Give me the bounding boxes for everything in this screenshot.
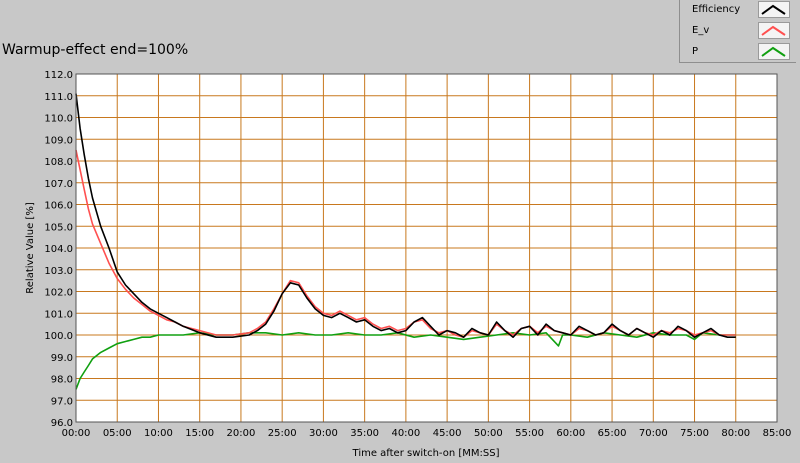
y-tick-label: 100.0 xyxy=(44,331,73,342)
y-tick-labels: 96.0 97.0 98.0 99.0 100.0 101.0 102.0 103.0 104.… xyxy=(44,70,73,429)
y-tick-label: 110.0 xyxy=(44,114,73,125)
x-tick-label: 15:00 xyxy=(185,428,214,439)
y-tick-label: 112.0 xyxy=(44,70,73,81)
y-tick-label: 99.0 xyxy=(51,353,73,364)
legend-swatch-p xyxy=(758,43,790,60)
y-tick-label: 104.0 xyxy=(44,244,73,255)
x-tick-label: 35:00 xyxy=(350,428,379,439)
y-tick-label: 106.0 xyxy=(44,201,73,212)
legend-swatch-ev xyxy=(758,22,790,39)
y-tick-label: 96.0 xyxy=(51,418,73,429)
y-tick-label: 98.0 xyxy=(51,375,73,386)
x-tick-label: 85:00 xyxy=(763,428,792,439)
legend-item-ev: E_v xyxy=(680,21,796,41)
legend-label-p: P xyxy=(692,46,699,57)
series-line-p xyxy=(75,331,736,390)
legend-swatch-efficiency xyxy=(758,1,790,18)
x-axis-title: Time after switch-on [MM:SS] xyxy=(352,448,500,459)
y-axis-title: Relative Value [%] xyxy=(25,202,36,294)
x-tick-label: 30:00 xyxy=(309,428,338,439)
x-tick-label: 55:00 xyxy=(515,428,544,439)
x-tick-label: 60:00 xyxy=(556,428,585,439)
chart-title: Warmup-effect end=100% xyxy=(2,42,189,58)
legend-item-p: P xyxy=(680,42,796,62)
legend-item-efficiency: Efficiency xyxy=(680,0,796,20)
series-group xyxy=(75,93,736,390)
x-tick-label: 05:00 xyxy=(103,428,132,439)
y-tick-label: 101.0 xyxy=(44,309,73,320)
x-tick-label: 40:00 xyxy=(391,428,420,439)
legend-label-efficiency: Efficiency xyxy=(692,4,741,15)
x-tick-label: 00:00 xyxy=(62,428,91,439)
y-tick-label: 103.0 xyxy=(44,266,73,277)
x-tick-label: 70:00 xyxy=(639,428,668,439)
y-tick-label: 108.0 xyxy=(44,157,73,168)
x-tick-label: 75:00 xyxy=(680,428,709,439)
legend-label-ev: E_v xyxy=(692,25,710,36)
x-tick-labels: 00:00 05:00 10:00 15:00 20:00 25:00 30:00 35:00… xyxy=(62,428,792,439)
x-tick-label: 25:00 xyxy=(268,428,297,439)
x-tick-label: 20:00 xyxy=(227,428,256,439)
y-tick-label: 109.0 xyxy=(44,135,73,146)
y-tick-label: 107.0 xyxy=(44,179,73,190)
x-tick-label: 65:00 xyxy=(598,428,627,439)
x-tick-label: 45:00 xyxy=(433,428,462,439)
legend: Efficiency E_v P xyxy=(679,0,796,63)
x-tick-label: 50:00 xyxy=(474,428,503,439)
grid-lines xyxy=(76,74,777,422)
series-line-efficiency xyxy=(75,93,736,339)
x-tick-label: 10:00 xyxy=(144,428,173,439)
plot-border xyxy=(75,73,778,423)
y-tick-label: 97.0 xyxy=(51,396,73,407)
y-tick-label: 102.0 xyxy=(44,288,73,299)
x-tick-label: 80:00 xyxy=(721,428,750,439)
y-tick-label: 105.0 xyxy=(44,222,73,233)
y-tick-label: 111.0 xyxy=(44,92,73,103)
